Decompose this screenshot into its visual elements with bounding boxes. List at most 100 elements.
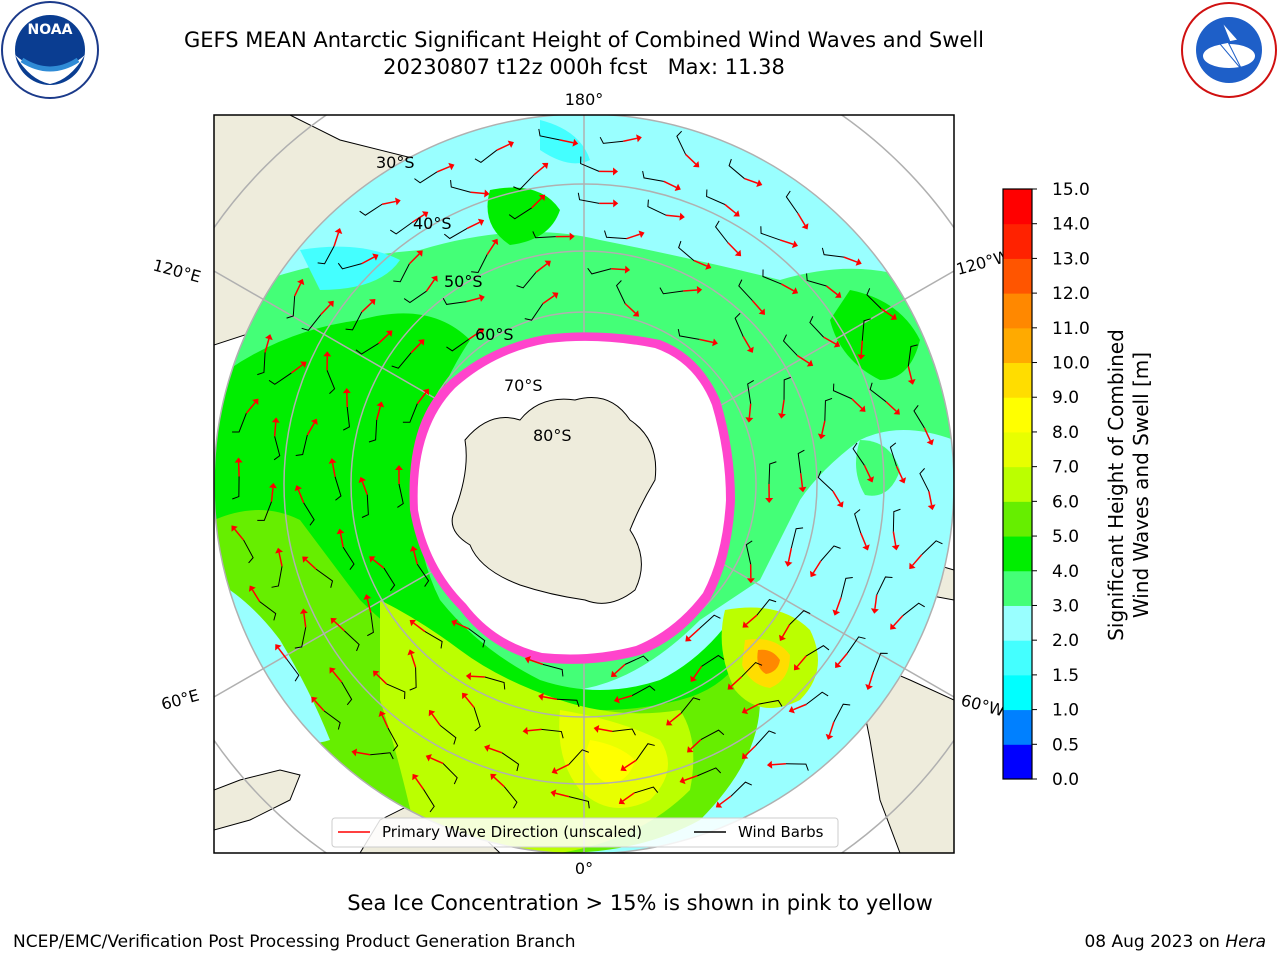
wind-barb (806, 273, 827, 287)
wave-arrow-head (407, 649, 416, 656)
wave-arrow-head (372, 670, 380, 678)
wave-arrow-head (778, 413, 786, 419)
wave-arrow (381, 715, 389, 729)
wave-arrow (665, 214, 680, 218)
wind-barb (919, 468, 930, 492)
colorbar-swatch (1003, 397, 1032, 433)
wave-arrow (332, 670, 343, 683)
wave-arrow (303, 613, 307, 628)
wave-arrow (290, 364, 303, 374)
wind-barb (790, 527, 804, 549)
wind-barb (446, 338, 469, 352)
wave-arrow-head (271, 417, 280, 423)
colorbar-swatch (1003, 223, 1032, 259)
wave-arrow-head (323, 351, 332, 357)
wave-arrow-head (817, 433, 826, 440)
wave-arrow-head (696, 286, 703, 295)
wave-arrow (744, 177, 758, 184)
wave-arrow-head (756, 179, 763, 188)
wind-barb (403, 290, 427, 304)
wind-barb (344, 630, 360, 652)
wind-barb (913, 405, 925, 429)
wind-barb (450, 180, 471, 193)
lon-label-60e: 60°E (159, 686, 201, 714)
wave-arrow (559, 139, 574, 144)
wind-barb (820, 545, 841, 562)
wind-barb (232, 476, 240, 500)
wave-arrow-head (862, 544, 870, 551)
wave-arrow-head (866, 476, 874, 483)
wind-barb (345, 311, 363, 331)
wind-barb (758, 699, 783, 707)
wind-barb (359, 203, 383, 216)
wave-arrow-head (330, 617, 337, 625)
wave-arrow (799, 473, 804, 488)
colorbar-tick-label: 11.0 (1052, 319, 1090, 339)
wave-arrow-head (806, 359, 814, 367)
wave-arrow (306, 422, 315, 436)
wave-arrow (742, 336, 751, 349)
wind-barb (806, 645, 830, 657)
wind-barb (846, 636, 866, 654)
noaa-logo-text: NOAA (28, 22, 73, 38)
wind-barb (866, 288, 882, 310)
wave-arrow (251, 589, 261, 603)
wave-arrow-head (926, 438, 934, 446)
wave-arrow (408, 253, 420, 265)
wind-barb (789, 610, 811, 625)
wave-arrow (493, 776, 505, 788)
wave-arrow-head (613, 695, 620, 704)
wave-arrow-head (302, 556, 309, 563)
wave-arrow (293, 283, 302, 297)
colorbar-swatch (1003, 293, 1032, 329)
wind-barb (642, 170, 664, 182)
map-frame (213, 114, 955, 854)
wave-arrow (797, 212, 806, 226)
wave-arrow (412, 550, 419, 565)
wind-barb (755, 730, 776, 747)
wind-barb (785, 763, 809, 771)
wave-arrow-head (412, 773, 419, 781)
colorbar-tick-label: 1.5 (1052, 666, 1079, 686)
wind-barb (286, 296, 296, 319)
wave-arrow (688, 628, 700, 639)
wave-arrow-head (334, 228, 343, 235)
footer-date-text: 08 Aug 2023 on (1084, 932, 1226, 952)
wave-arrow-head (898, 477, 907, 484)
lon-label-120e: 120°E (151, 256, 203, 287)
colorbar-swatch (1003, 362, 1032, 398)
colorbar-tick-label: 8.0 (1052, 423, 1079, 443)
colorbar-swatch (1003, 431, 1032, 468)
wave-arrow-head (855, 258, 862, 266)
wave-arrow (470, 675, 485, 678)
wave-arrow-head (336, 528, 345, 535)
legend-barb-label: Wind Barbs (738, 823, 824, 841)
wave-arrow (375, 673, 388, 685)
wave-arrow (555, 792, 570, 798)
wave-arrow-head (741, 752, 749, 759)
wind-barb (286, 658, 300, 682)
wind-barb (768, 461, 777, 485)
wind-barb (832, 383, 852, 400)
wave-arrow-head (927, 504, 936, 511)
wave-arrow (333, 232, 340, 247)
wave-arrow (623, 137, 638, 142)
wave-arrow (361, 301, 373, 313)
wind-barb (747, 380, 754, 404)
wind-barb (468, 628, 486, 648)
wave-arrow (771, 762, 786, 766)
wave-arrow (744, 745, 757, 757)
lon-label-60w: 60°W (959, 691, 1007, 721)
wave-arrow-head (462, 692, 469, 700)
wave-arrow (748, 403, 752, 418)
wave-arrow-head (766, 760, 773, 769)
wave-arrow (416, 392, 427, 405)
wave-arrow (821, 420, 826, 435)
wave-arrow (868, 671, 875, 686)
colorbar-tick-label: 13.0 (1052, 249, 1090, 269)
wind-barb (484, 676, 506, 690)
wind-barb (315, 568, 334, 588)
wave-arrow (781, 399, 785, 414)
wave-arrow (486, 242, 496, 256)
